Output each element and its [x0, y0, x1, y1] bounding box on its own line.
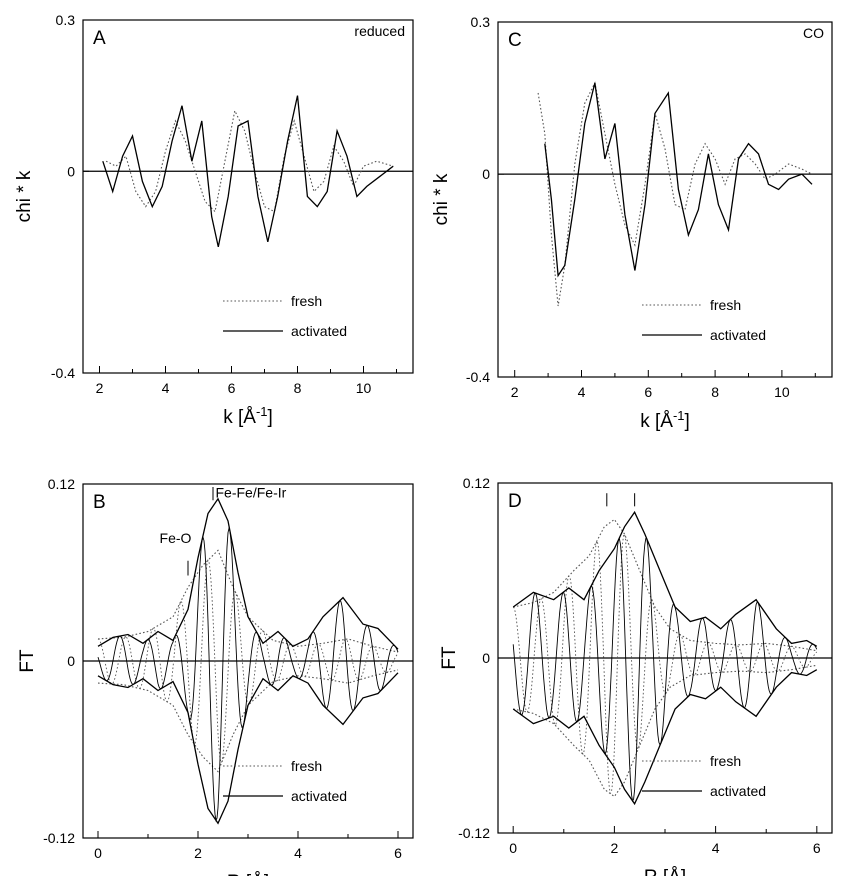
y-axis-label: FT	[439, 646, 460, 670]
x-tick-label: 6	[228, 380, 236, 396]
y-axis-label: chi * k	[14, 170, 35, 222]
x-tick-label: 8	[711, 384, 719, 400]
x-axis-label: R [Å]	[644, 867, 686, 876]
panel-c: 2 4 6 8 10 0.3 0 -0.4 C CO k [Å-1] chi * k fresh acti…	[431, 14, 833, 433]
panel-a: 2 4 6 8 10 0.3 0 -0.4 A reduced k [Å-1] chi * k fres…	[14, 12, 414, 429]
y-tick-label: -0.12	[458, 825, 490, 841]
legend-label-fresh: fresh	[291, 758, 322, 774]
series-fresh-line	[105, 109, 394, 213]
legend-label-activated: activated	[710, 783, 766, 799]
series-fresh-magnitude-negative	[97, 669, 399, 773]
plot-frame	[82, 19, 414, 374]
panel-annotation: CO	[803, 25, 824, 41]
x-axis-label-close: ]	[268, 407, 273, 428]
x-tick-label: 4	[162, 380, 170, 396]
y-tick-label: 0	[482, 650, 490, 666]
legend-label-activated: activated	[291, 788, 347, 804]
x-axis-label: k [Å-1]	[640, 408, 690, 433]
legend-label-activated: activated	[710, 327, 766, 343]
y-axis-label: FT	[17, 649, 38, 673]
y-tick-label: 0	[482, 166, 490, 182]
x-tick-label: 4	[294, 845, 302, 861]
panel-letter: D	[508, 491, 522, 512]
x-axis-label-close: ]	[685, 411, 690, 432]
series-activated-imaginary	[512, 537, 818, 803]
x-tick-label: 8	[294, 380, 302, 396]
y-tick-label: -0.4	[466, 369, 490, 385]
series-activated-magnitude	[97, 497, 399, 650]
x-tick-label: 2	[610, 840, 618, 856]
panel-d: 0 2 4 6 0.12 0 -0.12 D R [Å] FT fresh activated	[439, 475, 833, 876]
y-tick-label: 0	[67, 163, 75, 179]
y-tick-label: 0.3	[471, 14, 491, 30]
x-tick-label: 2	[194, 845, 202, 861]
series-fresh-magnitude	[97, 549, 399, 653]
series-fresh-line	[537, 81, 813, 307]
series-activated-magnitude-negative	[97, 672, 399, 825]
peak-label: Fe-Fe/Fe-Ir	[216, 484, 287, 500]
y-tick-label: 0	[67, 653, 75, 669]
x-tick-label: 4	[712, 840, 720, 856]
x-tick-label: 6	[394, 845, 402, 861]
x-tick-label: 0	[94, 845, 102, 861]
y-tick-label: 0.12	[48, 476, 75, 492]
x-tick-label: 0	[509, 840, 517, 856]
x-tick-label: 6	[813, 840, 821, 856]
panel-letter: A	[93, 28, 106, 49]
series-activated-line	[544, 82, 813, 278]
y-axis-label: chi * k	[431, 173, 452, 225]
x-tick-label: 2	[96, 380, 104, 396]
legend-label-fresh: fresh	[291, 293, 322, 309]
y-tick-label: -0.12	[43, 830, 75, 846]
peak-label: Fe-O	[160, 530, 192, 546]
panel-annotation: reduced	[354, 23, 405, 39]
x-tick-label: 10	[356, 380, 372, 396]
series-activated-magnitude	[512, 510, 818, 647]
panel-letter: C	[508, 30, 522, 51]
x-tick-label: 2	[511, 384, 519, 400]
x-tick-label: 6	[644, 384, 652, 400]
x-axis-label: R [Å]	[227, 872, 269, 876]
series-activated-imaginary	[97, 526, 399, 822]
panel-b: 0 2 4 6 0.12 0 -0.12 B R [Å] FT Fe-O Fe-Fe/Fe-Ir fre…	[17, 476, 414, 876]
series-activated-line	[102, 95, 394, 248]
x-axis-label-superscript: -1	[256, 404, 268, 419]
legend-label-activated: activated	[291, 323, 347, 339]
y-tick-label: 0.3	[56, 12, 76, 28]
legend-label-fresh: fresh	[710, 297, 741, 313]
x-axis-label-superscript: -1	[673, 408, 685, 423]
series-activated-magnitude-negative	[512, 669, 818, 806]
y-tick-label: 0.12	[463, 475, 490, 491]
series-fresh-imaginary	[512, 532, 818, 795]
x-tick-label: 4	[578, 384, 586, 400]
x-tick-label: 10	[774, 384, 790, 400]
plot-frame	[497, 21, 833, 378]
panel-letter: B	[93, 492, 106, 513]
x-axis-label: k [Å-1]	[223, 404, 273, 429]
legend-label-fresh: fresh	[710, 753, 741, 769]
y-tick-label: -0.4	[51, 365, 75, 381]
series-fresh-magnitude-negative	[513, 664, 817, 798]
series-fresh-magnitude	[513, 518, 817, 652]
